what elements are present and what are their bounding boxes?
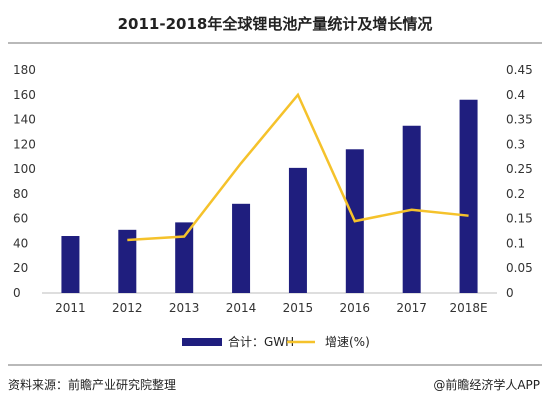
right-tick-label: 0.35 [506, 113, 533, 127]
bar [118, 229, 137, 293]
legend-label-line: 增速(%) [325, 335, 370, 349]
left-tick-label: 180 [13, 63, 36, 77]
growth-rate-line [127, 92, 469, 242]
right-tick-label: 0.45 [506, 63, 533, 77]
bar [459, 99, 478, 293]
left-axis-ticks: 180 160 140 120 100 80 60 40 20 0 [13, 63, 36, 300]
bar [232, 203, 251, 293]
right-tick-label: 0.25 [506, 162, 533, 176]
bar [288, 167, 307, 293]
left-tick-label: 100 [13, 162, 36, 176]
right-axis-ticks: 0.45 0.4 0.35 0.3 0.25 0.2 0.15 0.1 0.05 0 [506, 63, 533, 300]
x-tick-label: 2018E [450, 301, 488, 315]
left-tick-label: 40 [13, 236, 28, 250]
right-tick-label: 0 [506, 286, 514, 300]
x-tick-label: 2015 [283, 301, 314, 315]
legend: 合计：GWH 增速(%) [182, 334, 370, 349]
source-note: 资料来源：前瞻产业研究院整理 [8, 378, 177, 392]
x-tick-label: 2014 [226, 301, 257, 315]
chart-title: 2011-2018年全球锂电池产量统计及增长情况 [117, 15, 433, 33]
right-tick-label: 0.4 [506, 88, 525, 102]
x-tick-label: 2011 [55, 301, 86, 315]
left-tick-label: 80 [13, 187, 28, 201]
x-tick-label: 2017 [396, 301, 427, 315]
left-tick-label: 140 [13, 113, 36, 127]
x-axis-labels: 2011 2012 2013 2014 2015 2016 2017 2018E [55, 301, 487, 315]
bottom-divider [8, 364, 542, 366]
right-tick-label: 0.1 [506, 236, 525, 250]
brand-credit: @前瞻经济学人APP [433, 378, 540, 392]
x-tick-label: 2013 [169, 301, 200, 315]
right-tick-label: 0.05 [506, 261, 533, 275]
right-tick-label: 0.15 [506, 212, 533, 226]
left-tick-label: 160 [13, 88, 36, 102]
left-tick-label: 60 [13, 212, 28, 226]
x-tick-label: 2012 [112, 301, 143, 315]
top-divider [8, 42, 542, 44]
legend-label-bar: 合计：GWH [228, 334, 294, 349]
legend-swatch-bar [182, 338, 222, 346]
right-tick-label: 0.2 [506, 187, 525, 201]
x-tick-label: 2016 [340, 301, 371, 315]
left-tick-label: 20 [13, 261, 28, 275]
right-tick-label: 0.3 [506, 137, 525, 151]
left-tick-label: 120 [13, 137, 36, 151]
bar [61, 236, 80, 293]
left-tick-label: 0 [13, 286, 21, 300]
bar [175, 222, 194, 293]
